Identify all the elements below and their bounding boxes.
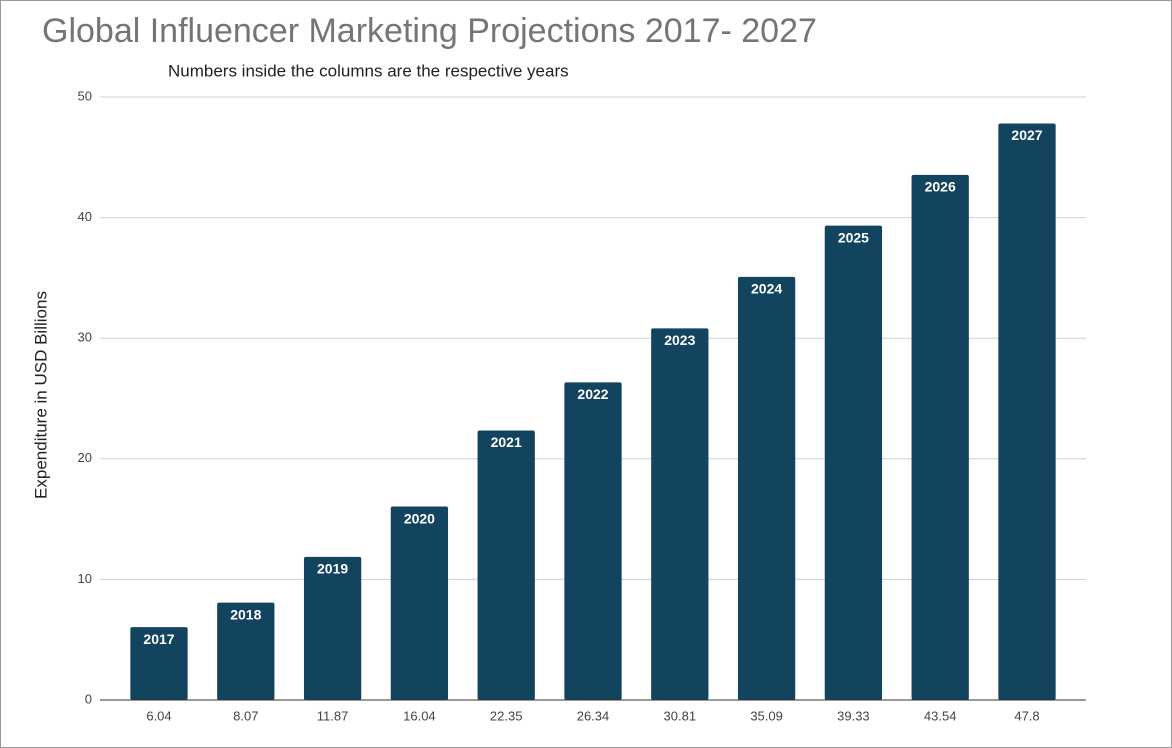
x-tick-label: 35.09 (750, 708, 783, 723)
y-axis-label: Expenditure in USD Billions (31, 291, 50, 499)
x-tick-label: 30.81 (664, 708, 697, 723)
bar (130, 627, 188, 700)
y-tick-label: 30 (78, 330, 92, 345)
chart-title: Global Influencer Marketing Projections … (42, 12, 817, 50)
bar (998, 123, 1056, 701)
y-tick-label: 20 (78, 450, 92, 465)
bar-label: 2021 (491, 434, 522, 450)
x-tick-label: 6.04 (146, 708, 171, 723)
bar (737, 276, 796, 700)
y-tick-label: 50 (78, 88, 92, 103)
x-tick-label: 16.04 (403, 708, 436, 723)
y-tick-label: 40 (78, 209, 92, 224)
bar (651, 328, 709, 700)
bar (477, 430, 535, 700)
bar (390, 506, 449, 700)
bar-label: 2027 (1011, 127, 1042, 143)
y-tick-label: 10 (78, 571, 92, 586)
bar (564, 382, 622, 700)
bar-label: 2024 (751, 281, 782, 297)
x-tick-label: 11.87 (317, 708, 349, 723)
bar (217, 602, 275, 700)
y-tick-label: 0 (85, 691, 92, 706)
bar-label: 2020 (404, 510, 435, 526)
x-tick-label: 43.54 (924, 708, 957, 723)
bar-label: 2018 (230, 606, 261, 622)
bar-label: 2022 (577, 386, 608, 402)
bar-label: 2023 (664, 332, 695, 348)
bar-label: 2026 (925, 179, 956, 195)
bar-label: 2017 (143, 631, 174, 647)
x-tick-label: 39.33 (837, 708, 870, 723)
x-tick-label: 26.34 (577, 708, 610, 723)
x-tick-label: 8.07 (233, 708, 258, 723)
bar-label: 2019 (317, 561, 348, 577)
bar-label: 2025 (838, 229, 869, 245)
bar (911, 174, 969, 700)
x-tick-label: 22.35 (490, 708, 523, 723)
chart-subtitle: Numbers inside the columns are the respe… (168, 61, 569, 80)
bar (303, 556, 362, 700)
x-tick-label: 47.8 (1014, 708, 1039, 723)
bar (824, 225, 883, 700)
